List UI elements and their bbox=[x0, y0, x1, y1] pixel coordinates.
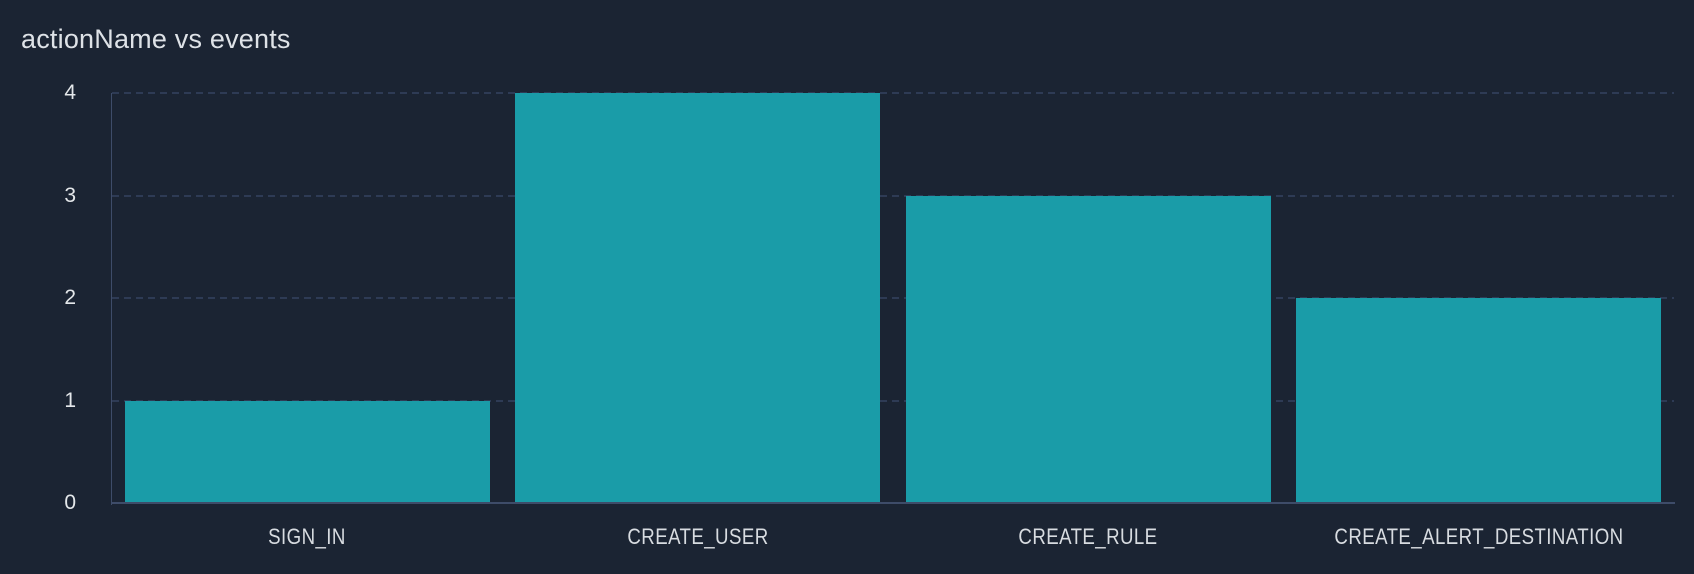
y-tick-label-0: 0 bbox=[64, 491, 76, 514]
x-axis-label-create_rule: CREATE_RULE bbox=[1018, 524, 1158, 549]
x-axis-label-sign_in: SIGN_IN bbox=[268, 524, 347, 549]
x-axis-label-create_alert_destination: CREATE_ALERT_DESTINATION bbox=[1334, 524, 1624, 549]
y-tick-label-4: 4 bbox=[64, 81, 76, 104]
y-tick-label-3: 3 bbox=[64, 183, 76, 207]
y-axis-line bbox=[110, 93, 112, 505]
gridline-y-1 bbox=[112, 399, 1674, 402]
gridline-y-2 bbox=[112, 297, 1674, 299]
bar-sign_in[interactable] bbox=[124, 400, 490, 503]
gridline-y-4 bbox=[112, 92, 1674, 94]
y-tick-label-2: 2 bbox=[64, 286, 76, 309]
bar-create_user[interactable] bbox=[515, 93, 881, 503]
x-axis-line bbox=[110, 502, 1675, 504]
gridline-y-3 bbox=[112, 194, 1674, 197]
bar-create_alert_destination[interactable] bbox=[1296, 298, 1662, 503]
bar-create_rule[interactable] bbox=[905, 195, 1271, 503]
y-tick-label-1: 1 bbox=[64, 388, 76, 412]
chart-title: actionName vs events bbox=[21, 24, 291, 54]
x-axis-label-create_user: CREATE_USER bbox=[627, 524, 769, 549]
